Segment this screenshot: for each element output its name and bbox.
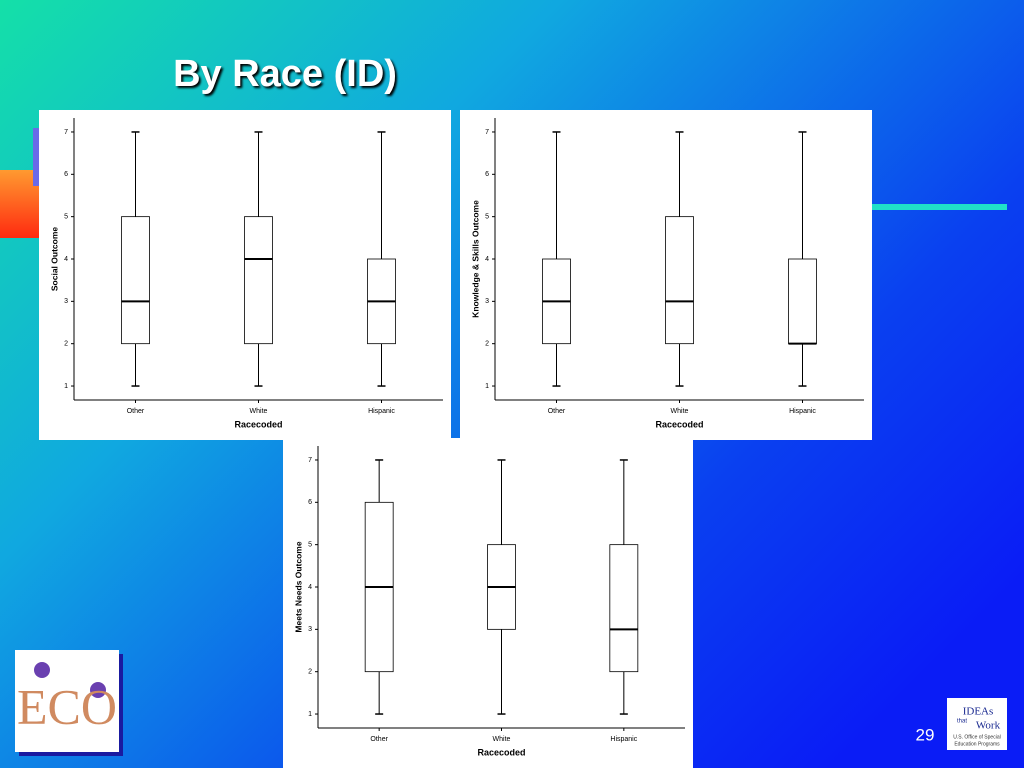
x-axis-title: Racecoded (234, 419, 282, 429)
y-tick-label: 5 (64, 214, 68, 221)
x-axis-title: Racecoded (477, 747, 525, 757)
chart-panel: 1 2 3 4 5 6 7 Social Outcome Racecoded Other White… (39, 110, 451, 440)
x-tick-label: Hispanic (610, 736, 637, 743)
y-tick-label: 4 (308, 584, 312, 591)
box (609, 544, 639, 673)
x-axis-title: Racecoded (655, 419, 703, 429)
y-axis-title: Social Outcome (49, 227, 59, 292)
logo-text: Work (976, 720, 1001, 732)
y-tick-label: 5 (308, 542, 312, 549)
x-tick-label: Other (127, 408, 145, 415)
y-tick-label: 3 (308, 626, 312, 633)
logo-text: IDEAs (963, 706, 994, 718)
x-tick-label: White (493, 736, 511, 743)
y-tick-label: 1 (485, 383, 489, 390)
y-tick-label: 2 (64, 341, 68, 348)
x-tick-label: White (250, 408, 268, 415)
y-tick-label: 6 (308, 499, 312, 506)
logo-text: ECO (17, 678, 117, 734)
y-tick-label: 1 (64, 383, 68, 390)
y-tick-label: 4 (485, 256, 489, 263)
ideas-logo: IDEAs that Work U.S. Office of Special E… (947, 698, 1007, 750)
y-tick-label: 3 (64, 298, 68, 305)
y-axis-title: Knowledge & Skills Outcome (470, 200, 480, 318)
y-tick-label: 2 (485, 341, 489, 348)
y-tick-label: 7 (485, 129, 489, 136)
y-axis-title: Meets Needs Outcome (293, 541, 303, 632)
logo-box (947, 698, 1007, 750)
box (665, 216, 694, 345)
logo-figure (90, 682, 106, 698)
chart-panel: 1 2 3 4 5 6 7 Meets Needs Outcome Racecoded Other… (283, 438, 693, 768)
y-tick-label: 6 (64, 171, 68, 178)
eco-logo: ECO (15, 650, 123, 756)
x-tick-label: White (671, 408, 689, 415)
y-tick-label: 1 (308, 711, 312, 718)
decoration (33, 128, 41, 186)
x-tick-label: Hispanic (789, 408, 816, 415)
x-tick-label: Other (548, 408, 566, 415)
slide-title: By Race (ID) (173, 53, 397, 95)
y-tick-label: 6 (485, 171, 489, 178)
logo-text: that (957, 719, 967, 725)
chart-panel: 1 2 3 4 5 6 7 Knowledge & Skills Outcome Racecod… (460, 110, 872, 440)
y-tick-label: 7 (308, 457, 312, 464)
y-tick-label: 3 (485, 298, 489, 305)
y-tick-label: 5 (485, 214, 489, 221)
box (788, 258, 817, 345)
logo-figure (34, 662, 50, 678)
y-tick-label: 2 (308, 669, 312, 676)
box (244, 216, 273, 345)
page-number: 29 (916, 725, 935, 744)
y-tick-label: 7 (64, 129, 68, 136)
x-tick-label: Other (370, 736, 388, 743)
logo-text: Education Programs (954, 741, 1000, 747)
decoration (860, 204, 1007, 210)
box (121, 216, 150, 345)
x-tick-label: Hispanic (368, 408, 395, 415)
y-tick-label: 4 (64, 256, 68, 263)
logo-text: U.S. Office of Special (953, 734, 1000, 740)
logo-box (15, 650, 119, 752)
